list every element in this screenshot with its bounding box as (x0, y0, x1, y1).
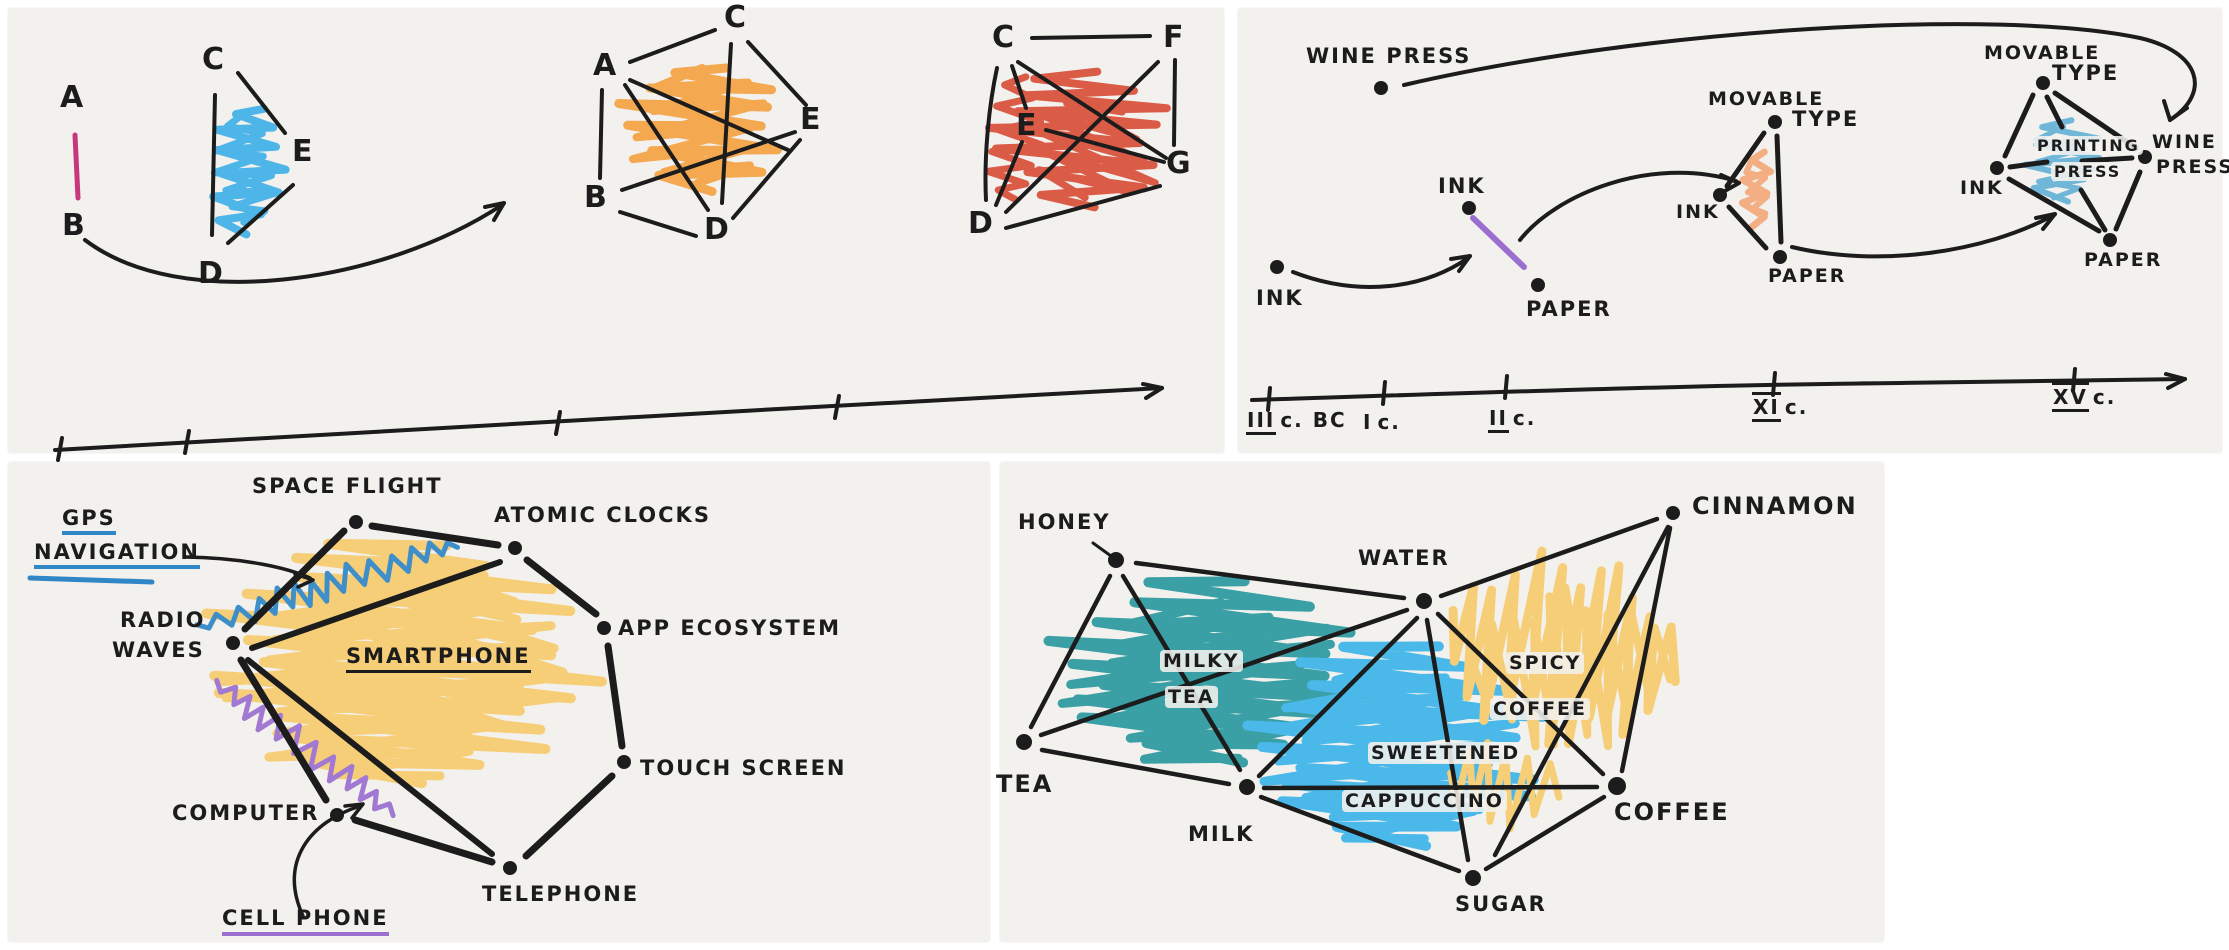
graph2-node-a: A (593, 48, 617, 83)
graph3-node-c: C (992, 20, 1015, 55)
label-cinnamon: CINNAMON (1692, 492, 1858, 520)
label-ink-tri: INK (1676, 201, 1720, 223)
graph1-node-c: C (202, 42, 225, 77)
label-water: WATER (1358, 546, 1450, 570)
panel-drinks-map (1000, 462, 1884, 942)
label-type-diamond: TYPE (2052, 61, 2120, 85)
label-navigation: NAVIGATION (34, 540, 200, 569)
label-wine-diamond: WINE (2152, 131, 2217, 153)
graph2-node-b: B (584, 180, 607, 215)
label-ink-first: INK (1256, 286, 1304, 310)
label-movable-tri: MOVABLE (1708, 88, 1825, 110)
label-ink-pair: INK (1438, 174, 1486, 198)
label-smartphone-center: SMARTPHONE (346, 644, 531, 673)
graph1-node-b: B (62, 208, 85, 243)
label-ink-diamond: INK (1960, 177, 2004, 199)
label-honey: HONEY (1018, 510, 1111, 534)
label-wine-press-early: WINE PRESS (1306, 44, 1472, 68)
timeline-label-2c: II c. (1488, 406, 1536, 433)
graph3-node-d: D (968, 206, 993, 241)
graph1-node-a: A (60, 80, 84, 115)
label-type-tri: TYPE (1792, 107, 1860, 131)
label-printing-press-1: PRINTING (2034, 136, 2143, 155)
graph2-node-c: C (724, 0, 747, 35)
label-touch-screen: TOUCH SCREEN (640, 756, 847, 780)
graph3-node-f: F (1163, 20, 1184, 55)
label-paper-tri: PAPER (1768, 265, 1847, 287)
label-space-flight: SPACE FLIGHT (252, 474, 443, 498)
timeline-label-3c-bc: III c. BC (1246, 408, 1347, 435)
label-sugar: SUGAR (1455, 892, 1547, 916)
graph1-node-d: D (198, 256, 223, 291)
graph3-node-g: G (1166, 146, 1191, 181)
label-spicy-coffee: COFFEE (1490, 698, 1591, 720)
label-sweetened: SWEETENED (1368, 742, 1524, 764)
label-app-ecosystem: APP ECOSYSTEM (618, 616, 841, 640)
label-paper-pair: PAPER (1526, 297, 1612, 321)
label-movable-diamond: MOVABLE (1984, 42, 2101, 64)
label-radio: RADIO (120, 608, 206, 632)
timeline-label-11c: XI c. (1752, 392, 1808, 422)
label-press-diamond: PRESS (2156, 156, 2229, 178)
graph2-node-d: D (704, 212, 729, 247)
label-cell-phone: CELL PHONE (222, 906, 389, 936)
label-spicy: SPICY (1506, 652, 1585, 674)
label-computer: COMPUTER (172, 801, 320, 825)
timeline-label-15c: XV c. (2052, 382, 2116, 412)
label-printing-press-2: PRESS (2051, 162, 2125, 181)
label-atomic-clocks: ATOMIC CLOCKS (494, 503, 711, 527)
label-waves: WAVES (112, 638, 205, 662)
graph1-node-e: E (292, 134, 313, 169)
label-milky-tea: TEA (1165, 686, 1218, 708)
graph2-node-e: E (800, 102, 821, 137)
graph3-node-e: E (1016, 108, 1037, 143)
label-gps: GPS (62, 506, 116, 535)
label-paper-diamond: PAPER (2084, 249, 2163, 271)
label-cappuccino: CAPPUCCINO (1342, 790, 1507, 812)
label-milky: MILKY (1160, 650, 1243, 672)
label-tea: TEA (996, 770, 1054, 798)
panel-smartphone-map (8, 462, 990, 942)
label-milk: MILK (1188, 822, 1255, 846)
label-telephone: TELEPHONE (482, 882, 640, 906)
label-coffee: COFFEE (1614, 798, 1730, 826)
